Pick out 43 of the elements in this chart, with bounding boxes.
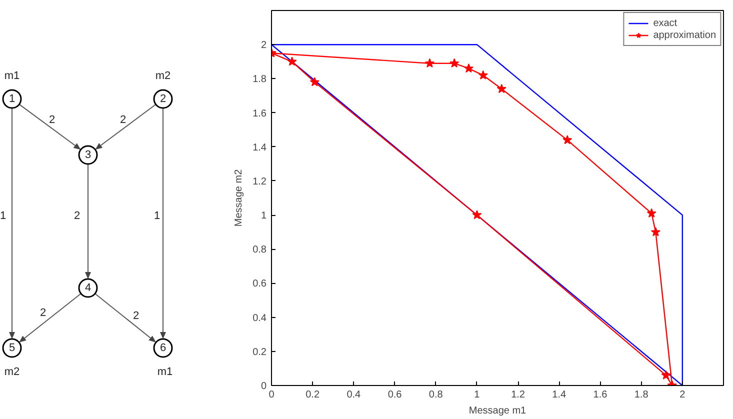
- x-tick-label: 0.2: [306, 390, 320, 400]
- x-tick-label: 0.8: [428, 390, 444, 400]
- y-tick-label: 1.8: [252, 74, 267, 86]
- x-tick-label: 0: [268, 390, 275, 400]
- text: 6: [160, 342, 166, 354]
- x-tick-label: 1: [474, 390, 480, 400]
- legend-label: approximation: [653, 29, 716, 41]
- text: m1: [157, 366, 173, 378]
- y-axis-title: Message m2: [234, 168, 245, 227]
- y-tick-label: 0.4: [252, 312, 267, 324]
- y-tick-label: 1: [260, 210, 267, 222]
- text: 2: [40, 307, 46, 319]
- text: m2: [4, 366, 20, 378]
- x-tick-label: 1.8: [634, 390, 649, 400]
- text: m1: [4, 70, 20, 82]
- y-tick-label: 1.6: [252, 108, 267, 120]
- x-tick-label: 1.4: [552, 390, 567, 400]
- text: 2: [48, 114, 56, 126]
- y-tick-label: 0.8: [252, 244, 267, 256]
- y-tick-label: 1.4: [252, 142, 267, 154]
- text: 2: [132, 310, 140, 322]
- y-tick-label: 0.2: [252, 346, 267, 358]
- text: 1: [0, 210, 6, 222]
- legend-label: exact: [653, 17, 678, 29]
- text: 1: [8, 93, 16, 105]
- text: 3: [84, 149, 92, 161]
- x-tick-label: 2: [680, 390, 686, 400]
- text: 4: [84, 282, 92, 294]
- y-tick-label: 1.2: [252, 176, 267, 188]
- text: 2: [120, 114, 126, 126]
- text: 1: [154, 210, 160, 222]
- x-axis-title: Message m1: [468, 406, 527, 416]
- x-tick-label: 0.4: [346, 390, 362, 400]
- y-tick-label: 0.6: [252, 278, 267, 290]
- y-tick-label: 0: [260, 381, 267, 392]
- x-tick-label: 1.2: [511, 390, 526, 400]
- text: 5: [8, 342, 16, 354]
- y-tick-label: 2: [260, 40, 267, 52]
- text: m2: [155, 70, 171, 82]
- x-tick-label: 0.6: [388, 390, 402, 400]
- x-tick-label: 1.6: [593, 390, 608, 400]
- text: 2: [160, 93, 166, 105]
- text: 2: [74, 210, 80, 222]
